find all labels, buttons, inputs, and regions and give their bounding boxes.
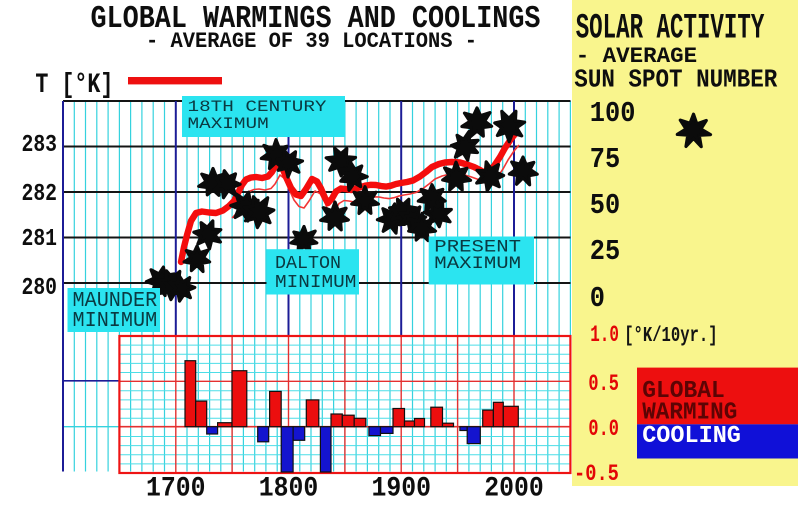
- svg-text:SOLAR ACTIVITY: SOLAR ACTIVITY: [576, 8, 765, 49]
- svg-text:1900: 1900: [371, 472, 431, 504]
- svg-text:MAXIMUM: MAXIMUM: [434, 253, 521, 273]
- svg-text:- AVERAGE: - AVERAGE: [576, 44, 697, 69]
- svg-text:281: 281: [22, 225, 58, 252]
- svg-text:PRESENT: PRESENT: [434, 237, 521, 257]
- svg-text:MINIMUM: MINIMUM: [73, 310, 158, 333]
- svg-text:MAXIMUM: MAXIMUM: [188, 116, 269, 134]
- svg-text:0.0: 0.0: [588, 416, 619, 442]
- svg-text:0.5: 0.5: [588, 371, 619, 397]
- svg-text:25: 25: [590, 237, 620, 269]
- svg-text:MINIMUM: MINIMUM: [275, 272, 356, 293]
- svg-text:WARMING: WARMING: [642, 399, 737, 425]
- svg-text:COOLING: COOLING: [642, 423, 741, 449]
- svg-text:T [°K]: T [°K]: [35, 70, 113, 101]
- svg-text:1.0: 1.0: [590, 321, 619, 347]
- svg-text:1700: 1700: [146, 472, 206, 504]
- svg-text:18TH CENTURY: 18TH CENTURY: [188, 99, 328, 117]
- svg-text:283: 283: [22, 131, 58, 158]
- svg-text:100: 100: [590, 99, 636, 131]
- svg-text:75: 75: [590, 145, 620, 177]
- svg-text:50: 50: [590, 191, 620, 223]
- svg-text:1800: 1800: [259, 472, 319, 504]
- svg-text:282: 282: [22, 180, 58, 207]
- svg-text:0: 0: [590, 284, 605, 316]
- svg-text:[°K/10yr.]: [°K/10yr.]: [624, 323, 717, 348]
- svg-text:-0.5: -0.5: [574, 460, 619, 486]
- svg-text:SUN SPOT NUMBER: SUN SPOT NUMBER: [574, 66, 777, 95]
- svg-text:- AVERAGE OF 39 LOCATIONS -: - AVERAGE OF 39 LOCATIONS -: [146, 29, 477, 54]
- svg-text:2000: 2000: [484, 472, 544, 504]
- svg-text:GLOBAL WARMINGS AND COOLINGS: GLOBAL WARMINGS AND COOLINGS: [91, 0, 541, 37]
- svg-text:MAUNDER: MAUNDER: [73, 290, 158, 313]
- svg-text:280: 280: [22, 274, 58, 301]
- svg-text:GLOBAL: GLOBAL: [642, 378, 725, 404]
- svg-text:DALTON: DALTON: [275, 253, 341, 274]
